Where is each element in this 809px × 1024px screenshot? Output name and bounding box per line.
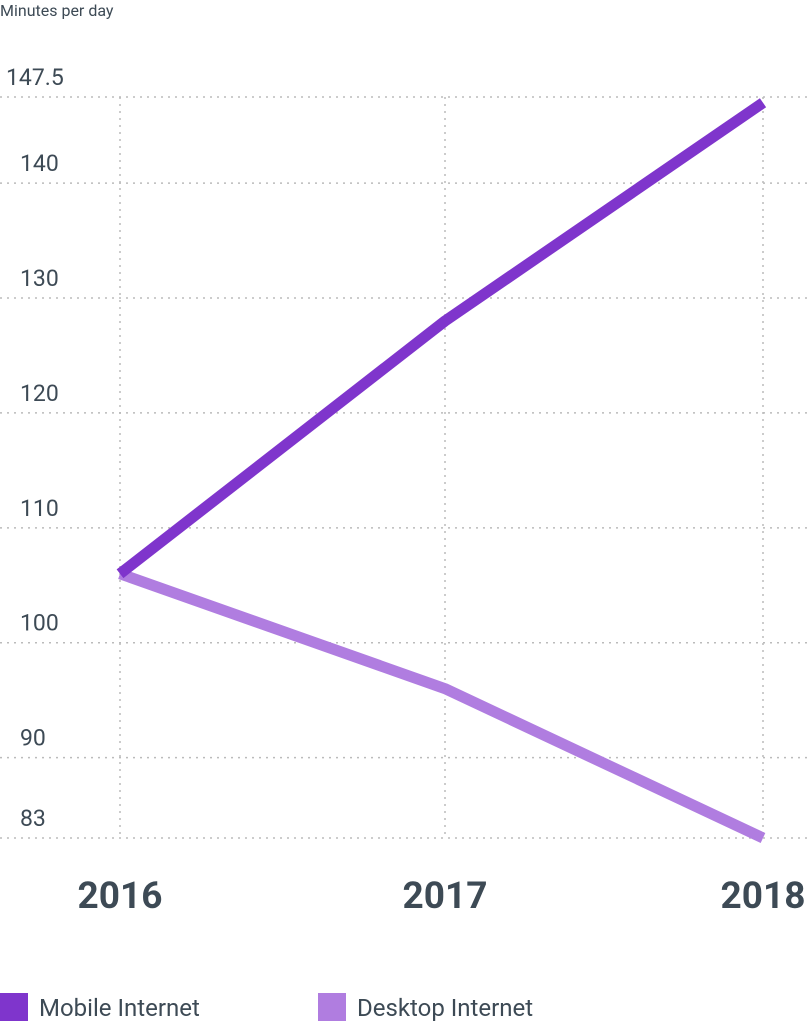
x-tick-label: 2017 — [403, 875, 488, 918]
y-tick-label: 147.5 — [6, 64, 64, 91]
y-tick-label: 130 — [20, 265, 59, 292]
x-tick-label: 2018 — [721, 875, 806, 918]
legend-swatch — [318, 993, 346, 1021]
legend-label: Mobile Internet — [39, 994, 200, 1022]
y-tick-label: 120 — [20, 380, 59, 407]
y-tick-label: 100 — [20, 610, 59, 637]
x-tick-label: 2016 — [78, 875, 163, 918]
legend-swatch — [0, 993, 28, 1021]
data-line — [118, 568, 766, 843]
y-tick-label: 83 — [20, 805, 46, 832]
y-tick-label: 140 — [20, 150, 59, 177]
y-tick-label: 90 — [20, 725, 46, 752]
y-tick-label: 110 — [20, 495, 59, 522]
data-line — [116, 98, 767, 579]
legend-label: Desktop Internet — [357, 994, 533, 1022]
y-axis-label: Minutes per day — [0, 1, 114, 20]
